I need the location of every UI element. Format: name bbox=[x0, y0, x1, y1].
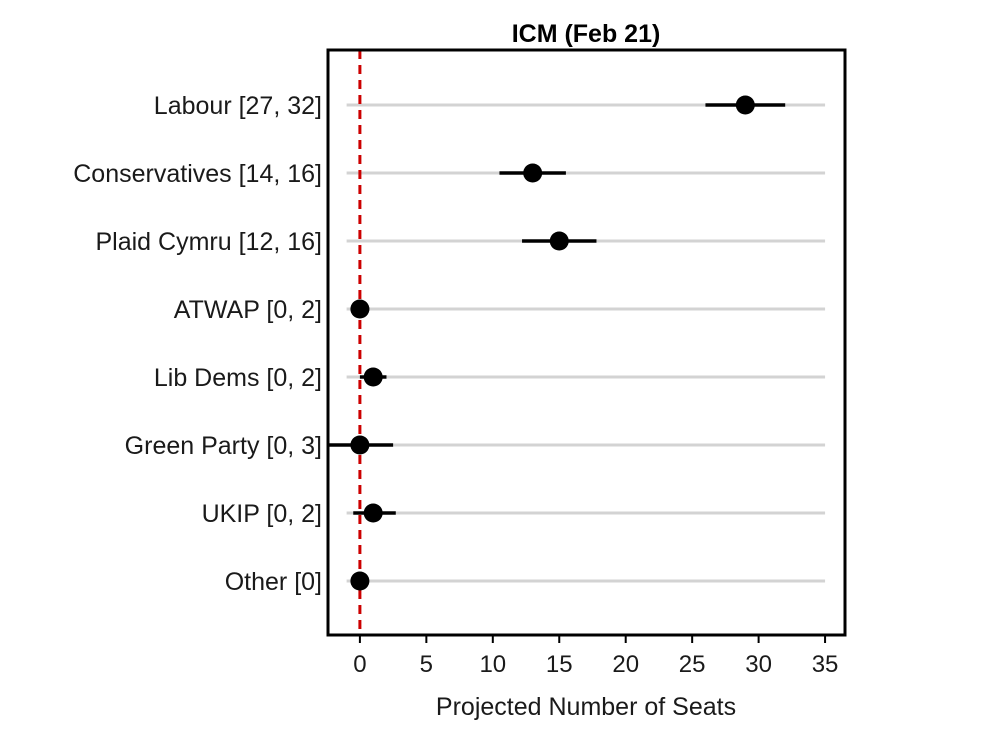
points bbox=[350, 95, 755, 591]
row-lines bbox=[346, 103, 826, 583]
category-label: Labour [27, 32] bbox=[154, 92, 322, 120]
x-tick-label: 15 bbox=[546, 651, 573, 678]
data-point bbox=[523, 163, 543, 183]
x-tick-label: 0 bbox=[353, 651, 366, 678]
x-axis-ticks: 0 5 10 15 20 25 30 35 bbox=[353, 635, 838, 678]
chart-title: ICM (Feb 21) bbox=[512, 20, 661, 48]
x-tick-label: 5 bbox=[420, 651, 433, 678]
x-tick-label: 25 bbox=[679, 651, 706, 678]
category-label: Plaid Cymru [12, 16] bbox=[96, 228, 323, 256]
x-tick-label: 35 bbox=[812, 651, 839, 678]
category-labels: Labour [27, 32] Conservatives [14, 16] Pla… bbox=[73, 92, 322, 596]
data-point bbox=[350, 435, 370, 455]
category-label: Conservatives [14, 16] bbox=[73, 160, 322, 188]
x-tick-label: 30 bbox=[745, 651, 772, 678]
x-tick-label: 10 bbox=[479, 651, 506, 678]
intervals bbox=[328, 103, 786, 583]
category-label: Other [0] bbox=[225, 568, 322, 596]
category-label: Green Party [0, 3] bbox=[125, 432, 322, 460]
category-label: Lib Dems [0, 2] bbox=[154, 364, 322, 392]
plot-frame bbox=[326, 48, 847, 637]
x-axis-title: Projected Number of Seats bbox=[436, 693, 736, 721]
x-tick-label: 20 bbox=[612, 651, 639, 678]
data-point bbox=[350, 299, 370, 319]
data-point bbox=[549, 231, 569, 251]
data-point bbox=[350, 571, 370, 591]
data-point bbox=[363, 503, 383, 523]
category-label: UKIP [0, 2] bbox=[202, 500, 322, 528]
data-point bbox=[735, 95, 755, 115]
category-label: ATWAP [0, 2] bbox=[174, 296, 322, 324]
data-point bbox=[363, 367, 383, 387]
